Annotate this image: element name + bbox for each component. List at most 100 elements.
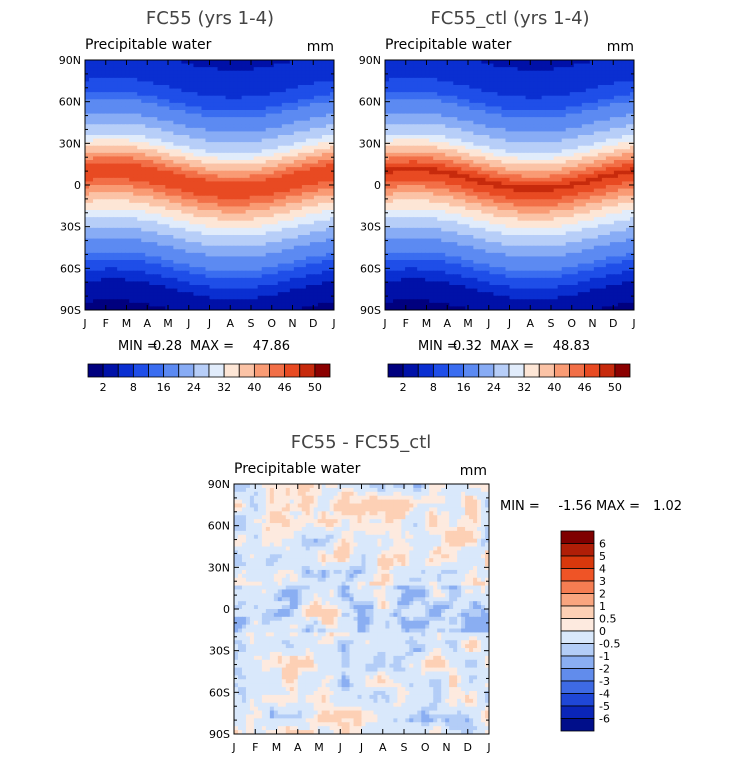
heatmap-cell	[281, 174, 287, 179]
heatmap-cell	[265, 302, 271, 308]
heatmap-cell	[265, 170, 271, 175]
heatmap-cell	[133, 181, 138, 186]
heatmap-cell	[209, 77, 215, 83]
heatmap-cell	[297, 81, 303, 86]
heatmap-cell	[89, 231, 94, 236]
heatmap-cell	[409, 60, 414, 65]
heatmap-cell	[93, 281, 98, 286]
heatmap-cell	[97, 63, 102, 68]
heatmap-cell	[313, 306, 319, 310]
heatmap-cell	[189, 242, 195, 247]
heatmap-cell	[197, 249, 203, 254]
heatmap-cell	[189, 210, 195, 215]
heatmap-cell	[245, 192, 251, 197]
heatmap-cell	[193, 231, 199, 236]
heatmap-cell	[105, 92, 110, 97]
heatmap-cell	[237, 238, 243, 243]
heatmap-cell	[85, 242, 90, 247]
heatmap-cell	[165, 217, 170, 222]
heatmap-cell	[249, 174, 255, 179]
heatmap-cell	[173, 249, 178, 254]
heatmap-cell	[577, 60, 583, 65]
heatmap-cell	[241, 138, 247, 143]
heatmap-cell	[209, 252, 215, 258]
heatmap-cell	[137, 242, 142, 247]
heatmap-cell	[293, 260, 299, 265]
heatmap-cell	[241, 102, 247, 108]
heatmap-cell	[225, 124, 231, 129]
heatmap-cell	[153, 274, 158, 279]
heatmap-cell	[105, 160, 110, 165]
heatmap-cell	[189, 67, 195, 72]
heatmap-cell	[221, 256, 227, 261]
heatmap-cell	[257, 199, 263, 204]
heatmap-cell	[201, 292, 207, 297]
heatmap-cell	[97, 292, 102, 297]
heatmap-cell	[93, 92, 98, 97]
heatmap-cell	[425, 88, 430, 93]
heatmap-cell	[245, 274, 251, 279]
heatmap-cell	[233, 288, 239, 293]
heatmap-cell	[109, 285, 114, 290]
heatmap-cell	[245, 167, 251, 172]
heatmap-cell	[389, 70, 394, 75]
heatmap-cell	[101, 302, 106, 308]
heatmap-cell	[273, 99, 279, 104]
heatmap-cell	[321, 281, 327, 286]
heatmap-cell	[133, 152, 138, 158]
colorbar-label: 8	[130, 381, 137, 394]
heatmap-cell	[93, 288, 98, 293]
heatmap-cell	[297, 77, 303, 83]
heatmap-cell	[241, 181, 247, 186]
heatmap-cell	[485, 63, 491, 68]
heatmap-cell	[161, 74, 166, 79]
heatmap-cell	[181, 252, 187, 258]
heatmap-cell	[229, 245, 235, 250]
heatmap-cell	[205, 117, 211, 122]
heatmap-cell	[481, 60, 487, 65]
heatmap-cell	[97, 227, 102, 233]
heatmap-cell	[105, 185, 110, 190]
heatmap-cell	[181, 206, 187, 211]
heatmap-cell	[269, 252, 275, 258]
heatmap-cell	[197, 267, 203, 272]
heatmap-cell	[213, 145, 219, 150]
heatmap-cell	[257, 106, 263, 111]
heatmap-cell	[105, 274, 110, 279]
heatmap-cell	[257, 120, 263, 125]
heatmap-cell	[153, 102, 158, 108]
heatmap-cell	[113, 135, 118, 140]
heatmap-cell	[553, 85, 559, 90]
heatmap-cell	[253, 245, 259, 250]
heatmap-cell	[185, 249, 191, 254]
heatmap-cell	[93, 177, 98, 183]
heatmap-cell	[317, 77, 323, 83]
heatmap-cell	[273, 252, 279, 258]
heatmap-cell	[221, 231, 227, 236]
heatmap-cell	[89, 188, 94, 193]
heatmap-cell	[233, 260, 239, 265]
heatmap-cell	[165, 199, 170, 204]
heatmap-cell	[313, 120, 319, 125]
heatmap-cell	[581, 67, 587, 72]
heatmap-cell	[101, 113, 106, 118]
heatmap-cell	[181, 256, 187, 261]
heatmap-cell	[505, 88, 511, 93]
heatmap-cell	[177, 285, 182, 290]
heatmap-cell	[149, 231, 154, 236]
heatmap-cell	[205, 245, 211, 250]
heatmap-cell	[181, 281, 187, 286]
heatmap-cell	[325, 163, 331, 168]
heatmap-cell	[85, 306, 90, 310]
heatmap-cell	[101, 131, 106, 136]
heatmap-cell	[137, 299, 142, 304]
heatmap-cell	[85, 210, 90, 215]
heatmap-cell	[249, 235, 255, 240]
heatmap-cell	[185, 167, 191, 172]
heatmap-cell	[85, 149, 90, 154]
heatmap-cell	[165, 252, 170, 258]
heatmap-cell	[165, 288, 170, 293]
heatmap-cell	[153, 167, 158, 172]
heatmap-cell	[601, 70, 607, 75]
heatmap-cell	[209, 199, 215, 204]
